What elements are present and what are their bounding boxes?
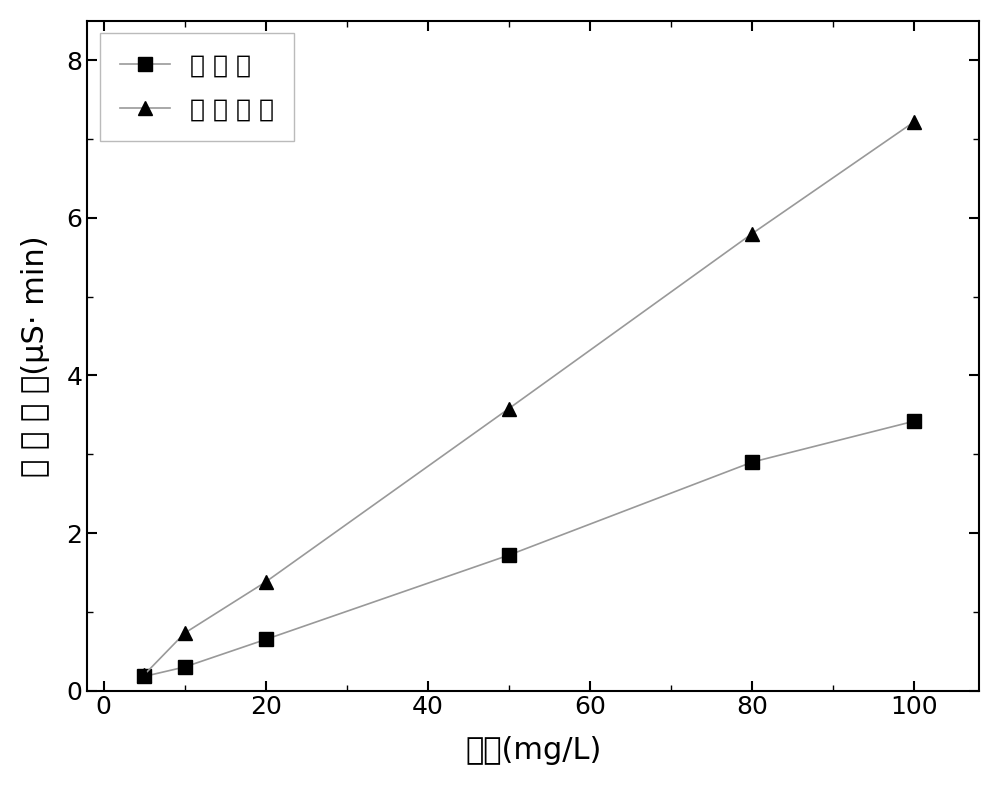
Line: 确 酸 根: 确 酸 根 (137, 414, 921, 683)
亚 确 酸 根 (908, 117, 920, 127)
亚 确 酸 根 (138, 670, 150, 680)
亚 确 酸 根 (503, 404, 515, 413)
亚 确 酸 根 (179, 628, 191, 637)
亚 确 酸 根 (260, 577, 272, 586)
确 酸 根 (746, 457, 758, 467)
X-axis label: 浓度(mg/L): 浓度(mg/L) (465, 736, 601, 765)
Legend: 确 酸 根, 亚 确 酸 根: 确 酸 根, 亚 确 酸 根 (100, 33, 294, 141)
亚 确 酸 根 (746, 229, 758, 238)
Line: 亚 确 酸 根: 亚 确 酸 根 (137, 115, 921, 681)
Y-axis label: 积 分 面 积(μS· min): 积 分 面 积(μS· min) (21, 235, 50, 476)
确 酸 根 (908, 417, 920, 426)
确 酸 根 (179, 663, 191, 672)
确 酸 根 (138, 672, 150, 681)
确 酸 根 (503, 550, 515, 560)
确 酸 根 (260, 635, 272, 645)
